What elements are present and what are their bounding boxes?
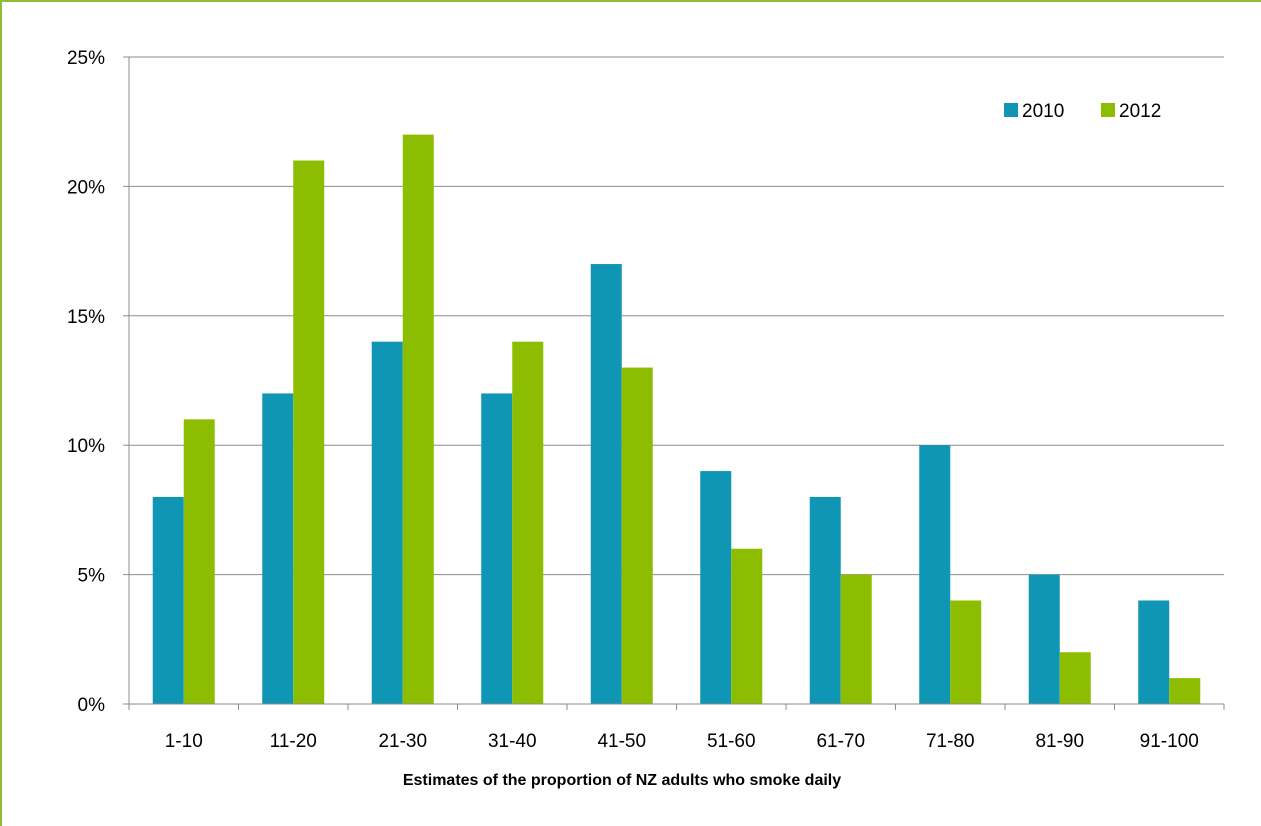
bar-2012-91-100 [1169,678,1201,704]
y-tick-label: 10% [67,436,105,457]
bar-2010-61-70 [809,496,841,704]
bar-2012-71-80 [950,600,982,704]
bar-2010-11-20 [262,393,294,704]
x-axis-tick-labels: 1-10 11-20 21-30 31-40 41-50 51-60 61-70 71-80 8… [165,731,1199,752]
y-axis-tick-labels: 0% 5% 10% 15% 20% 25% [67,48,105,716]
x-tick-label: 81-90 [1035,731,1084,752]
bar-2010-71-80 [919,445,951,704]
y-tick-label: 5% [78,566,106,587]
bar-2010-41-50 [590,264,622,704]
bar-2010-31-40 [481,393,513,704]
x-tick-label: 11-20 [270,731,317,752]
x-tick-label: 41-50 [597,731,646,752]
bar-2012-81-90 [1059,652,1091,704]
x-tick-label: 1-10 [165,731,203,752]
x-axis-title: Estimates of the proportion of NZ adults… [403,772,841,789]
bar-2012-1-10 [183,419,215,704]
y-tick-label: 0% [78,695,106,716]
bar-2010-81-90 [1028,574,1060,704]
bars [152,134,1201,704]
legend-label-2010: 2010 [1022,101,1064,122]
x-tick-label: 61-70 [816,731,865,752]
x-tick-label: 31-40 [488,731,537,752]
legend-swatch-2012 [1101,103,1115,117]
y-tick-label: 25% [67,48,105,69]
bar-2010-91-100 [1138,600,1170,704]
legend-label-2012: 2012 [1119,101,1161,122]
bar-2010-1-10 [152,496,184,704]
x-tick-label: 51-60 [707,731,756,752]
bar-2012-11-20 [293,160,325,704]
x-tick-label: 21-30 [378,731,427,752]
y-tick-label: 15% [67,307,105,328]
bar-2012-21-30 [402,134,434,704]
x-tick-label: 91-100 [1140,731,1199,752]
bar-2012-41-50 [621,367,653,704]
x-tick-label: 71-80 [926,731,975,752]
bar-2012-31-40 [512,341,544,704]
legend-swatch-2010 [1004,103,1018,117]
legend: 2010 2012 [1004,101,1161,122]
y-tick-label: 20% [67,177,105,198]
bar-2010-51-60 [700,471,732,704]
bar-2010-21-30 [371,341,403,704]
bar-2012-61-70 [840,574,872,704]
bar-2012-51-60 [731,548,763,704]
axes [123,56,1225,710]
